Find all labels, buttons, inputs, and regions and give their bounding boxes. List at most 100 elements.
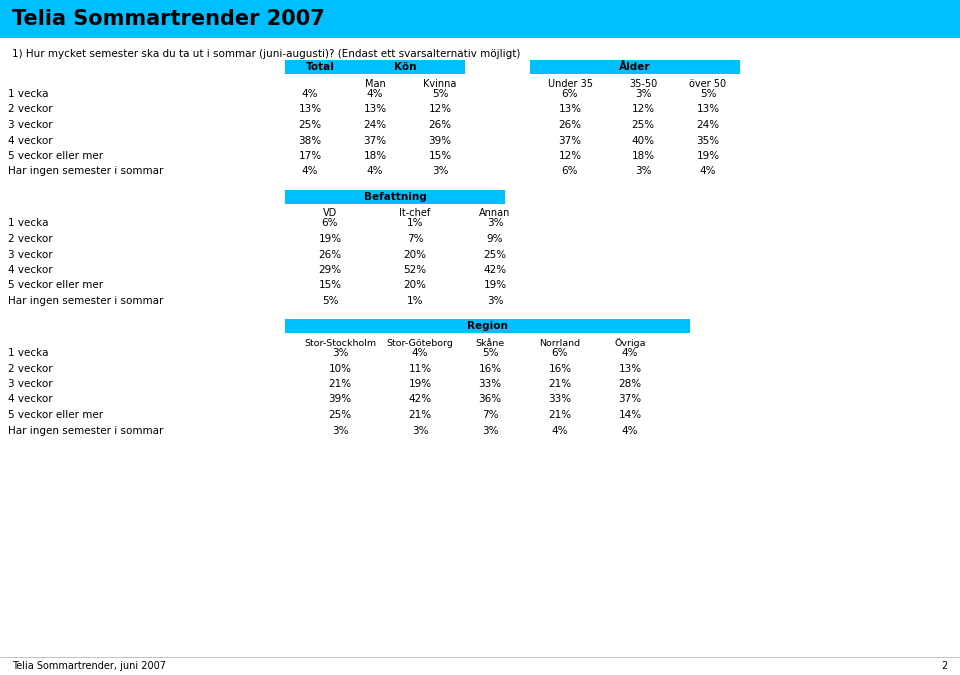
- Text: 25%: 25%: [328, 410, 351, 420]
- Text: 21%: 21%: [328, 379, 351, 389]
- Text: 5%: 5%: [432, 89, 448, 99]
- Text: 1 vecka: 1 vecka: [8, 348, 49, 358]
- Text: 33%: 33%: [548, 394, 571, 404]
- Text: 5%: 5%: [700, 89, 716, 99]
- Text: 15%: 15%: [319, 281, 342, 290]
- Text: 1 vecka: 1 vecka: [8, 89, 49, 99]
- Text: 4%: 4%: [367, 89, 383, 99]
- Text: 14%: 14%: [618, 410, 641, 420]
- Text: 1%: 1%: [407, 219, 423, 229]
- Text: 4%: 4%: [301, 167, 319, 176]
- Text: Har ingen semester i sommar: Har ingen semester i sommar: [8, 296, 163, 306]
- Text: Stor-Göteborg: Stor-Göteborg: [387, 338, 453, 348]
- Text: 4%: 4%: [367, 167, 383, 176]
- Text: 37%: 37%: [618, 394, 641, 404]
- Text: 3%: 3%: [635, 167, 651, 176]
- Text: 7%: 7%: [407, 234, 423, 244]
- Text: 18%: 18%: [632, 151, 655, 161]
- Text: 3 veckor: 3 veckor: [8, 120, 53, 130]
- Text: 4 veckor: 4 veckor: [8, 394, 53, 404]
- Text: 5 veckor eller mer: 5 veckor eller mer: [8, 410, 103, 420]
- Text: 3%: 3%: [412, 425, 428, 435]
- Text: 35-50: 35-50: [629, 79, 658, 89]
- Text: 39%: 39%: [328, 394, 351, 404]
- Text: 19%: 19%: [484, 281, 507, 290]
- Text: 13%: 13%: [299, 105, 322, 115]
- Text: It-chef: It-chef: [399, 209, 431, 219]
- Text: Kön: Kön: [394, 62, 417, 72]
- Text: 13%: 13%: [696, 105, 720, 115]
- Text: Befattning: Befattning: [364, 192, 426, 202]
- Text: 4%: 4%: [700, 167, 716, 176]
- Text: 3 veckor: 3 veckor: [8, 379, 53, 389]
- Text: 42%: 42%: [484, 265, 507, 275]
- Text: 33%: 33%: [478, 379, 501, 389]
- Text: 1) Hur mycket semester ska du ta ut i sommar (juni-augusti)? (Endast ett svarsal: 1) Hur mycket semester ska du ta ut i so…: [12, 49, 520, 59]
- Text: 5 veckor eller mer: 5 veckor eller mer: [8, 281, 103, 290]
- Text: 6%: 6%: [552, 348, 568, 358]
- Text: 18%: 18%: [364, 151, 387, 161]
- Text: Under 35: Under 35: [547, 79, 592, 89]
- Text: 5 veckor eller mer: 5 veckor eller mer: [8, 151, 103, 161]
- Text: VD: VD: [323, 209, 337, 219]
- Text: 4%: 4%: [301, 89, 319, 99]
- Text: Telia Sommartrender 2007: Telia Sommartrender 2007: [12, 9, 324, 29]
- Text: 52%: 52%: [403, 265, 426, 275]
- Text: 16%: 16%: [548, 364, 571, 373]
- Text: Har ingen semester i sommar: Har ingen semester i sommar: [8, 167, 163, 176]
- Text: 2: 2: [942, 661, 948, 671]
- Text: 9%: 9%: [487, 234, 503, 244]
- FancyBboxPatch shape: [285, 60, 355, 74]
- Text: 16%: 16%: [478, 364, 501, 373]
- Text: Stor-Stockholm: Stor-Stockholm: [304, 338, 376, 348]
- FancyBboxPatch shape: [530, 60, 740, 74]
- FancyBboxPatch shape: [285, 190, 505, 203]
- Text: 19%: 19%: [319, 234, 342, 244]
- Text: Skåne: Skåne: [475, 338, 505, 348]
- Text: 21%: 21%: [408, 410, 432, 420]
- Text: 37%: 37%: [364, 136, 387, 146]
- Text: 10%: 10%: [328, 364, 351, 373]
- Text: 26%: 26%: [559, 120, 582, 130]
- Text: 15%: 15%: [428, 151, 451, 161]
- Text: Man: Man: [365, 79, 385, 89]
- Text: 3%: 3%: [482, 425, 498, 435]
- Text: 19%: 19%: [696, 151, 720, 161]
- Text: 21%: 21%: [548, 379, 571, 389]
- Text: Region: Region: [468, 321, 508, 331]
- Text: Har ingen semester i sommar: Har ingen semester i sommar: [8, 425, 163, 435]
- Text: 4%: 4%: [622, 425, 638, 435]
- Text: 2 veckor: 2 veckor: [8, 364, 53, 373]
- FancyBboxPatch shape: [0, 0, 960, 38]
- Text: 38%: 38%: [299, 136, 322, 146]
- Text: 12%: 12%: [559, 151, 582, 161]
- Text: 37%: 37%: [559, 136, 582, 146]
- Text: 5%: 5%: [322, 296, 338, 306]
- Text: 29%: 29%: [319, 265, 342, 275]
- Text: 1 vecka: 1 vecka: [8, 219, 49, 229]
- Text: 20%: 20%: [403, 281, 426, 290]
- Text: Kvinna: Kvinna: [423, 79, 457, 89]
- Text: Ålder: Ålder: [619, 62, 651, 72]
- Text: 3 veckor: 3 veckor: [8, 250, 53, 259]
- Text: 3%: 3%: [487, 296, 503, 306]
- Text: 4 veckor: 4 veckor: [8, 136, 53, 146]
- Text: 1%: 1%: [407, 296, 423, 306]
- Text: 28%: 28%: [618, 379, 641, 389]
- Text: 24%: 24%: [696, 120, 720, 130]
- Text: 40%: 40%: [632, 136, 655, 146]
- Text: 5%: 5%: [482, 348, 498, 358]
- Text: 39%: 39%: [428, 136, 451, 146]
- Text: 6%: 6%: [562, 89, 578, 99]
- Text: 6%: 6%: [562, 167, 578, 176]
- Text: 24%: 24%: [364, 120, 387, 130]
- Text: 2 veckor: 2 veckor: [8, 105, 53, 115]
- Text: 3%: 3%: [432, 167, 448, 176]
- Text: 2 veckor: 2 veckor: [8, 234, 53, 244]
- Text: 4%: 4%: [552, 425, 568, 435]
- Text: 3%: 3%: [332, 348, 348, 358]
- Text: 4%: 4%: [622, 348, 638, 358]
- Text: 36%: 36%: [478, 394, 501, 404]
- FancyBboxPatch shape: [285, 319, 690, 333]
- Text: 7%: 7%: [482, 410, 498, 420]
